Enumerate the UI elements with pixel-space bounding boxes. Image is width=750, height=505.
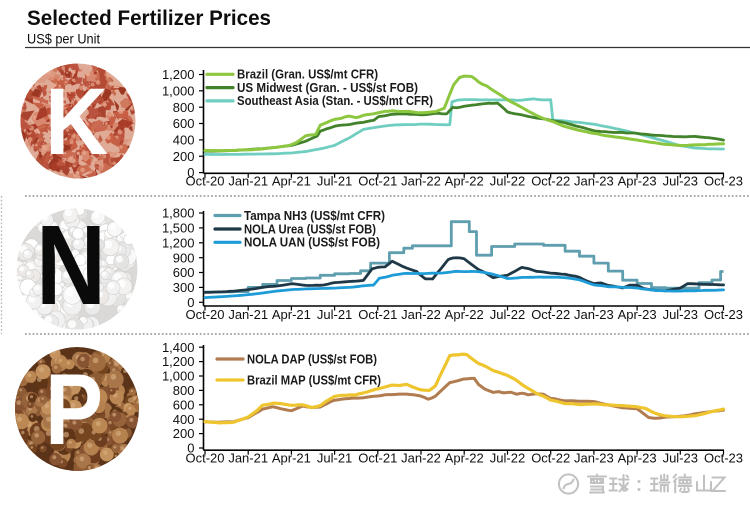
svg-text:Jul-23: Jul-23	[663, 307, 698, 322]
svg-text:Apr-21: Apr-21	[272, 174, 311, 189]
svg-text:N: N	[36, 202, 106, 328]
svg-text:Oct-21: Oct-21	[358, 174, 397, 189]
svg-text:Oct-20: Oct-20	[185, 307, 224, 322]
svg-text:Jan-23: Jan-23	[574, 450, 614, 465]
svg-text:0: 0	[187, 441, 194, 456]
svg-text:800: 800	[173, 100, 195, 115]
svg-text:600: 600	[173, 116, 195, 131]
svg-text:NOLA DAP (US$/st FOB): NOLA DAP (US$/st FOB)	[247, 352, 377, 366]
svg-text:Jan-21: Jan-21	[228, 174, 268, 189]
svg-text:Jan-23: Jan-23	[574, 174, 614, 189]
svg-text:Oct-20: Oct-20	[185, 450, 224, 465]
svg-text:Apr-21: Apr-21	[272, 450, 311, 465]
svg-text:Oct-21: Oct-21	[358, 450, 397, 465]
svg-text:Jul-22: Jul-22	[490, 450, 525, 465]
svg-text:Oct-23: Oct-23	[704, 450, 743, 465]
svg-text:1,000: 1,000	[162, 83, 195, 98]
svg-text:200: 200	[173, 426, 195, 441]
svg-text:Jul-21: Jul-21	[317, 450, 352, 465]
svg-text:1,200: 1,200	[162, 67, 195, 82]
svg-text:Oct-22: Oct-22	[531, 174, 570, 189]
svg-text:Southeast Asia (Stan. - US$/mt: Southeast Asia (Stan. - US$/mt CFR)	[237, 94, 433, 108]
svg-text:P: P	[45, 354, 103, 466]
svg-text:400: 400	[173, 133, 195, 148]
svg-text:Apr-23: Apr-23	[618, 174, 657, 189]
svg-text:0: 0	[187, 165, 194, 180]
svg-text:Jan-22: Jan-22	[401, 174, 441, 189]
svg-text:400: 400	[173, 412, 195, 427]
svg-text:800: 800	[173, 383, 195, 398]
svg-text:Apr-23: Apr-23	[618, 307, 657, 322]
svg-text:200: 200	[173, 149, 195, 164]
svg-text:Jan-21: Jan-21	[228, 450, 268, 465]
svg-text:Jul-22: Jul-22	[490, 174, 525, 189]
svg-text:300: 300	[173, 280, 195, 295]
svg-text:600: 600	[173, 397, 195, 412]
svg-text:Apr-21: Apr-21	[272, 307, 311, 322]
svg-text:900: 900	[173, 250, 195, 265]
svg-text:Oct-22: Oct-22	[531, 307, 570, 322]
svg-text:1,200: 1,200	[162, 235, 195, 250]
svg-text:NOLA Urea (US$/st FOB): NOLA Urea (US$/st FOB)	[244, 222, 376, 236]
svg-text:1,500: 1,500	[162, 221, 195, 236]
svg-text:Apr-22: Apr-22	[445, 174, 484, 189]
svg-text:Apr-22: Apr-22	[445, 450, 484, 465]
svg-text:1,000: 1,000	[162, 369, 195, 384]
svg-text:US$ per Unit: US$ per Unit	[27, 32, 100, 47]
svg-text:Tampa NH3 (US$/mt CFR): Tampa NH3 (US$/mt CFR)	[244, 209, 385, 223]
svg-text:Jul-22: Jul-22	[490, 307, 525, 322]
svg-text:1,800: 1,800	[162, 206, 195, 221]
svg-text:Brazil MAP (US$/mt CFR): Brazil MAP (US$/mt CFR)	[247, 373, 381, 387]
svg-text:Apr-22: Apr-22	[445, 307, 484, 322]
svg-text:Oct-21: Oct-21	[358, 307, 397, 322]
svg-text:Jul-21: Jul-21	[317, 307, 352, 322]
svg-text:Oct-20: Oct-20	[185, 174, 224, 189]
svg-text:1,400: 1,400	[162, 340, 195, 355]
svg-text:Brazil (Gran. US$/mt CFR): Brazil (Gran. US$/mt CFR)	[237, 68, 378, 82]
svg-text:Apr-23: Apr-23	[618, 450, 657, 465]
svg-text:600: 600	[173, 265, 195, 280]
svg-text:NOLA UAN (US$/st FOB): NOLA UAN (US$/st FOB)	[244, 236, 380, 250]
svg-text:Oct-23: Oct-23	[704, 307, 743, 322]
svg-text:Jul-23: Jul-23	[663, 450, 698, 465]
svg-text:0: 0	[187, 295, 194, 310]
svg-text:US Midwest (Gran. - US$/st FOB: US Midwest (Gran. - US$/st FOB)	[237, 81, 418, 95]
svg-text:Oct-23: Oct-23	[704, 174, 743, 189]
svg-text:Selected Fertilizer Prices: Selected Fertilizer Prices	[27, 6, 271, 30]
svg-text:Jul-23: Jul-23	[663, 174, 698, 189]
svg-text:Jan-23: Jan-23	[574, 307, 614, 322]
svg-text:Jan-22: Jan-22	[401, 450, 441, 465]
svg-text:K: K	[45, 69, 108, 175]
svg-text:Jan-22: Jan-22	[401, 307, 441, 322]
svg-text:Oct-22: Oct-22	[531, 450, 570, 465]
svg-text:Jul-21: Jul-21	[317, 174, 352, 189]
svg-text:1,200: 1,200	[162, 354, 195, 369]
svg-text:Jan-21: Jan-21	[228, 307, 268, 322]
